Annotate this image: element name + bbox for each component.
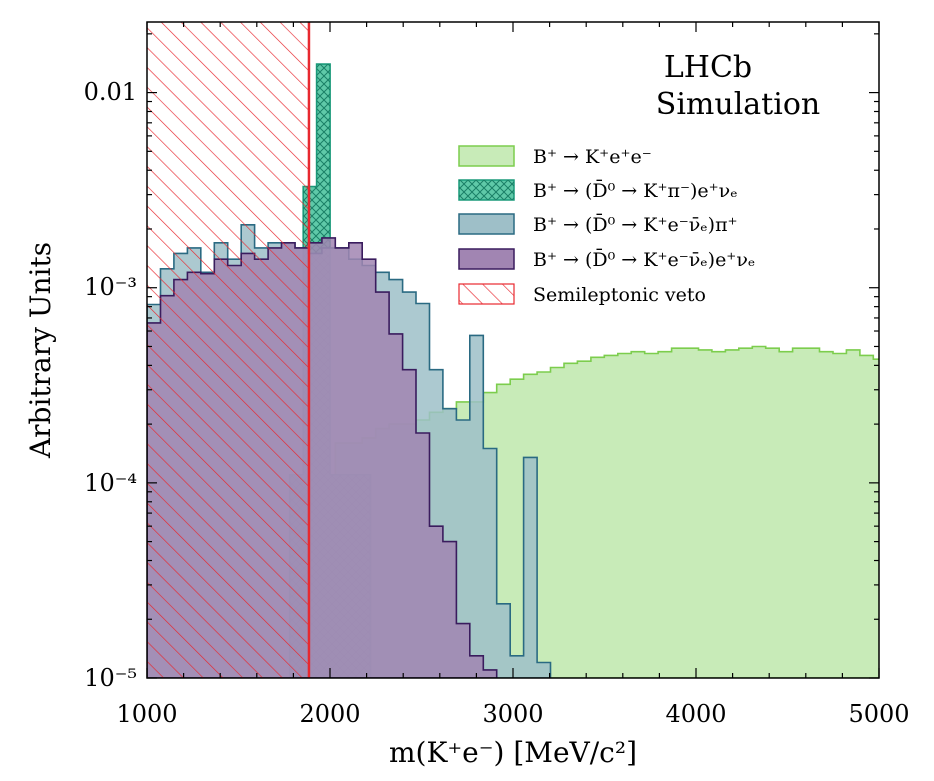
lhcb-label: LHCb bbox=[664, 50, 752, 85]
legend-label: B⁺ → (D̄⁰ → K⁺e⁻ν̄ₑ)e⁺νₑ bbox=[533, 248, 755, 271]
x-tick-labels: 1000 2000 3000 4000 5000 bbox=[116, 700, 909, 728]
x-tick-label: 5000 bbox=[848, 700, 909, 728]
simulation-label: Simulation bbox=[656, 87, 820, 122]
legend-label: B⁺ → (D̄⁰ → K⁺e⁻ν̄ₑ)π⁺ bbox=[533, 213, 738, 236]
y-tick-label: 10⁻⁴ bbox=[84, 469, 137, 497]
legend-label: B⁺ → K⁺e⁺e⁻ bbox=[533, 146, 652, 168]
legend-swatch-kenu-enu bbox=[458, 248, 515, 270]
y-tick-label: 0.01 bbox=[84, 78, 137, 106]
veto-region bbox=[147, 22, 309, 678]
x-tick-label: 2000 bbox=[299, 700, 360, 728]
legend-swatch-veto bbox=[458, 283, 515, 305]
legend-swatch-kpi-enu-hatch bbox=[459, 180, 514, 200]
x-tick-label: 1000 bbox=[116, 700, 177, 728]
y-tick-label: 10⁻⁵ bbox=[84, 664, 137, 692]
y-tick-labels: 10⁻⁵ 10⁻⁴ 10⁻³ 0.01 bbox=[84, 78, 137, 692]
legend-label: Semileptonic veto bbox=[533, 284, 706, 306]
legend-swatch-kee bbox=[458, 145, 515, 167]
x-axis-title: m(K⁺e⁻) [MeV/c²] bbox=[389, 736, 637, 769]
x-tick-label: 3000 bbox=[482, 700, 543, 728]
axis-ticks bbox=[146, 22, 880, 679]
legend-swatch-kenu-pi bbox=[458, 213, 515, 235]
legend-label: B⁺ → (D̄⁰ → K⁺π⁻)e⁺νₑ bbox=[533, 179, 738, 202]
y-axis-title: Arbitrary Units bbox=[24, 242, 57, 459]
y-tick-label: 10⁻³ bbox=[84, 273, 137, 301]
plot-area bbox=[147, 22, 879, 678]
x-tick-label: 4000 bbox=[665, 700, 726, 728]
legend: B⁺ → K⁺e⁺e⁻ B⁺ → (D̄⁰ → K⁺π⁻)e⁺νₑ B⁺ → (… bbox=[458, 145, 755, 306]
